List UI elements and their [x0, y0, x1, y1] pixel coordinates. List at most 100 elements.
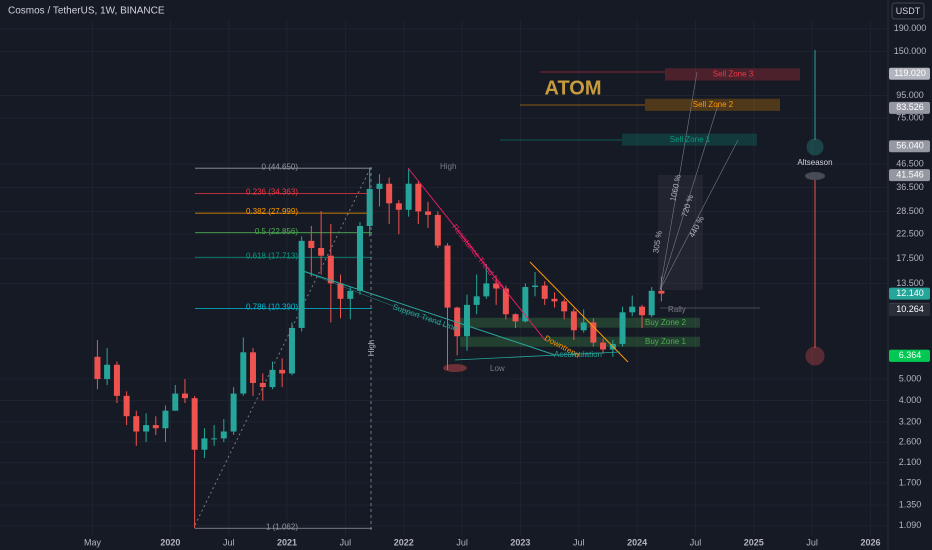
candle-body	[201, 438, 208, 450]
candle-body	[347, 290, 354, 299]
candle-body	[570, 311, 577, 331]
candle-body	[337, 283, 344, 299]
x-tick-label: Jul	[223, 537, 235, 547]
accumulation-line	[454, 351, 621, 361]
downtrend-line	[529, 261, 629, 363]
y-tick-label: 13.500	[896, 278, 924, 288]
fib-label: 0 (44.650)	[262, 162, 299, 171]
price-label-box	[889, 140, 930, 153]
zone	[645, 98, 780, 111]
high-vertical-label: High	[367, 340, 376, 356]
price-label-box	[889, 169, 930, 182]
projection-line	[659, 139, 739, 291]
price-label-box	[889, 287, 930, 300]
y-tick-label: 46.500	[896, 159, 924, 169]
candle-body	[483, 283, 490, 297]
candle-body	[590, 322, 597, 343]
price-label: 41.546	[896, 170, 924, 180]
price-label: 6.364	[899, 350, 922, 360]
price-label: 83.526	[896, 102, 924, 112]
candle-body	[191, 398, 198, 450]
candle-body	[318, 247, 325, 256]
y-tick-label: 2.100	[899, 457, 922, 467]
y-tick-label: 150.000	[894, 46, 927, 56]
y-tick-label: 1.700	[899, 477, 922, 487]
price-label-box	[889, 67, 930, 80]
x-tick-label: May	[84, 537, 102, 547]
candle-body	[308, 240, 315, 248]
candle-body	[288, 327, 295, 374]
y-tick-label: 3.200	[899, 416, 922, 426]
candle-body	[629, 306, 636, 313]
candle-body	[639, 306, 646, 316]
y-tick-label: 5.000	[899, 373, 922, 383]
low-label: Low	[490, 364, 505, 373]
zone	[460, 317, 700, 328]
x-tick-label: Jul	[340, 537, 352, 547]
low-marker	[443, 364, 467, 372]
candle-body	[522, 287, 529, 322]
price-label: 119.020	[894, 68, 926, 78]
zone	[460, 336, 700, 347]
candle-body	[230, 393, 237, 432]
candle-body	[113, 364, 120, 396]
x-tick-label: 2023	[510, 537, 530, 547]
support-trend-line-2	[299, 269, 456, 331]
price-label-box	[889, 303, 930, 316]
y-tick-label: 75.000	[896, 113, 924, 123]
candle-body	[502, 288, 509, 315]
x-tick-label: 2026	[860, 537, 880, 547]
y-tick-label: 1.090	[899, 520, 922, 530]
candle-body	[269, 369, 276, 388]
fib-label: 1 (1.062)	[266, 522, 298, 531]
candle-body	[444, 245, 451, 308]
candle-body	[541, 285, 548, 299]
candle-body	[211, 438, 218, 440]
fib-label: 0.5 (22.856)	[255, 227, 298, 236]
candle-body	[172, 393, 179, 411]
rally-label: Rally	[668, 305, 686, 314]
pct-label: 305 %	[651, 230, 664, 254]
candle-body	[152, 425, 159, 429]
currency[interactable]: USDT	[896, 6, 921, 16]
y-tick-label: 22.500	[896, 229, 924, 239]
price-label-box	[889, 349, 930, 362]
candle-body	[512, 314, 519, 322]
projection-line	[659, 104, 719, 291]
price-label: 12.140	[896, 288, 924, 298]
candle-body	[395, 203, 402, 210]
x-tick-label: 2021	[277, 537, 297, 547]
y-tick-label: 17.500	[896, 253, 924, 263]
candle-body	[327, 255, 334, 284]
y-tick-label: 2.600	[899, 436, 922, 446]
candle-body	[600, 342, 607, 350]
candle-body	[425, 211, 432, 215]
candle-body	[143, 425, 150, 432]
candle-body	[94, 356, 101, 380]
fib-label: 0.382 (27.999)	[246, 207, 298, 216]
candle-body	[356, 225, 363, 291]
x-tick-label: 2025	[744, 537, 764, 547]
projection-line	[659, 71, 698, 291]
chart-title: Cosmos / TetherUS, 1W, BINANCE	[8, 6, 165, 17]
candle-body	[298, 240, 305, 328]
x-tick-label: Jul	[573, 537, 585, 547]
accumulation-label: Accumulation	[554, 350, 602, 359]
x-tick-label: 2022	[394, 537, 414, 547]
currency-button[interactable]	[891, 2, 925, 20]
fib-label: 0.618 (17.713)	[246, 251, 298, 260]
y-tick-label: 28.500	[896, 206, 924, 216]
resistance-trend-line	[407, 167, 546, 341]
zone	[622, 133, 757, 146]
candle-body	[162, 410, 169, 429]
candle-body	[580, 322, 587, 331]
zone-label: Buy Zone 1	[645, 337, 686, 346]
candle-body	[366, 188, 373, 226]
altseason-circle	[805, 346, 825, 366]
projection-box	[658, 175, 703, 290]
fib-label: 0.786 (10.390)	[246, 303, 298, 312]
candle-body	[532, 285, 539, 288]
x-tick-label: Jul	[456, 537, 468, 547]
zone-label: Sell Zone 1	[670, 135, 711, 144]
